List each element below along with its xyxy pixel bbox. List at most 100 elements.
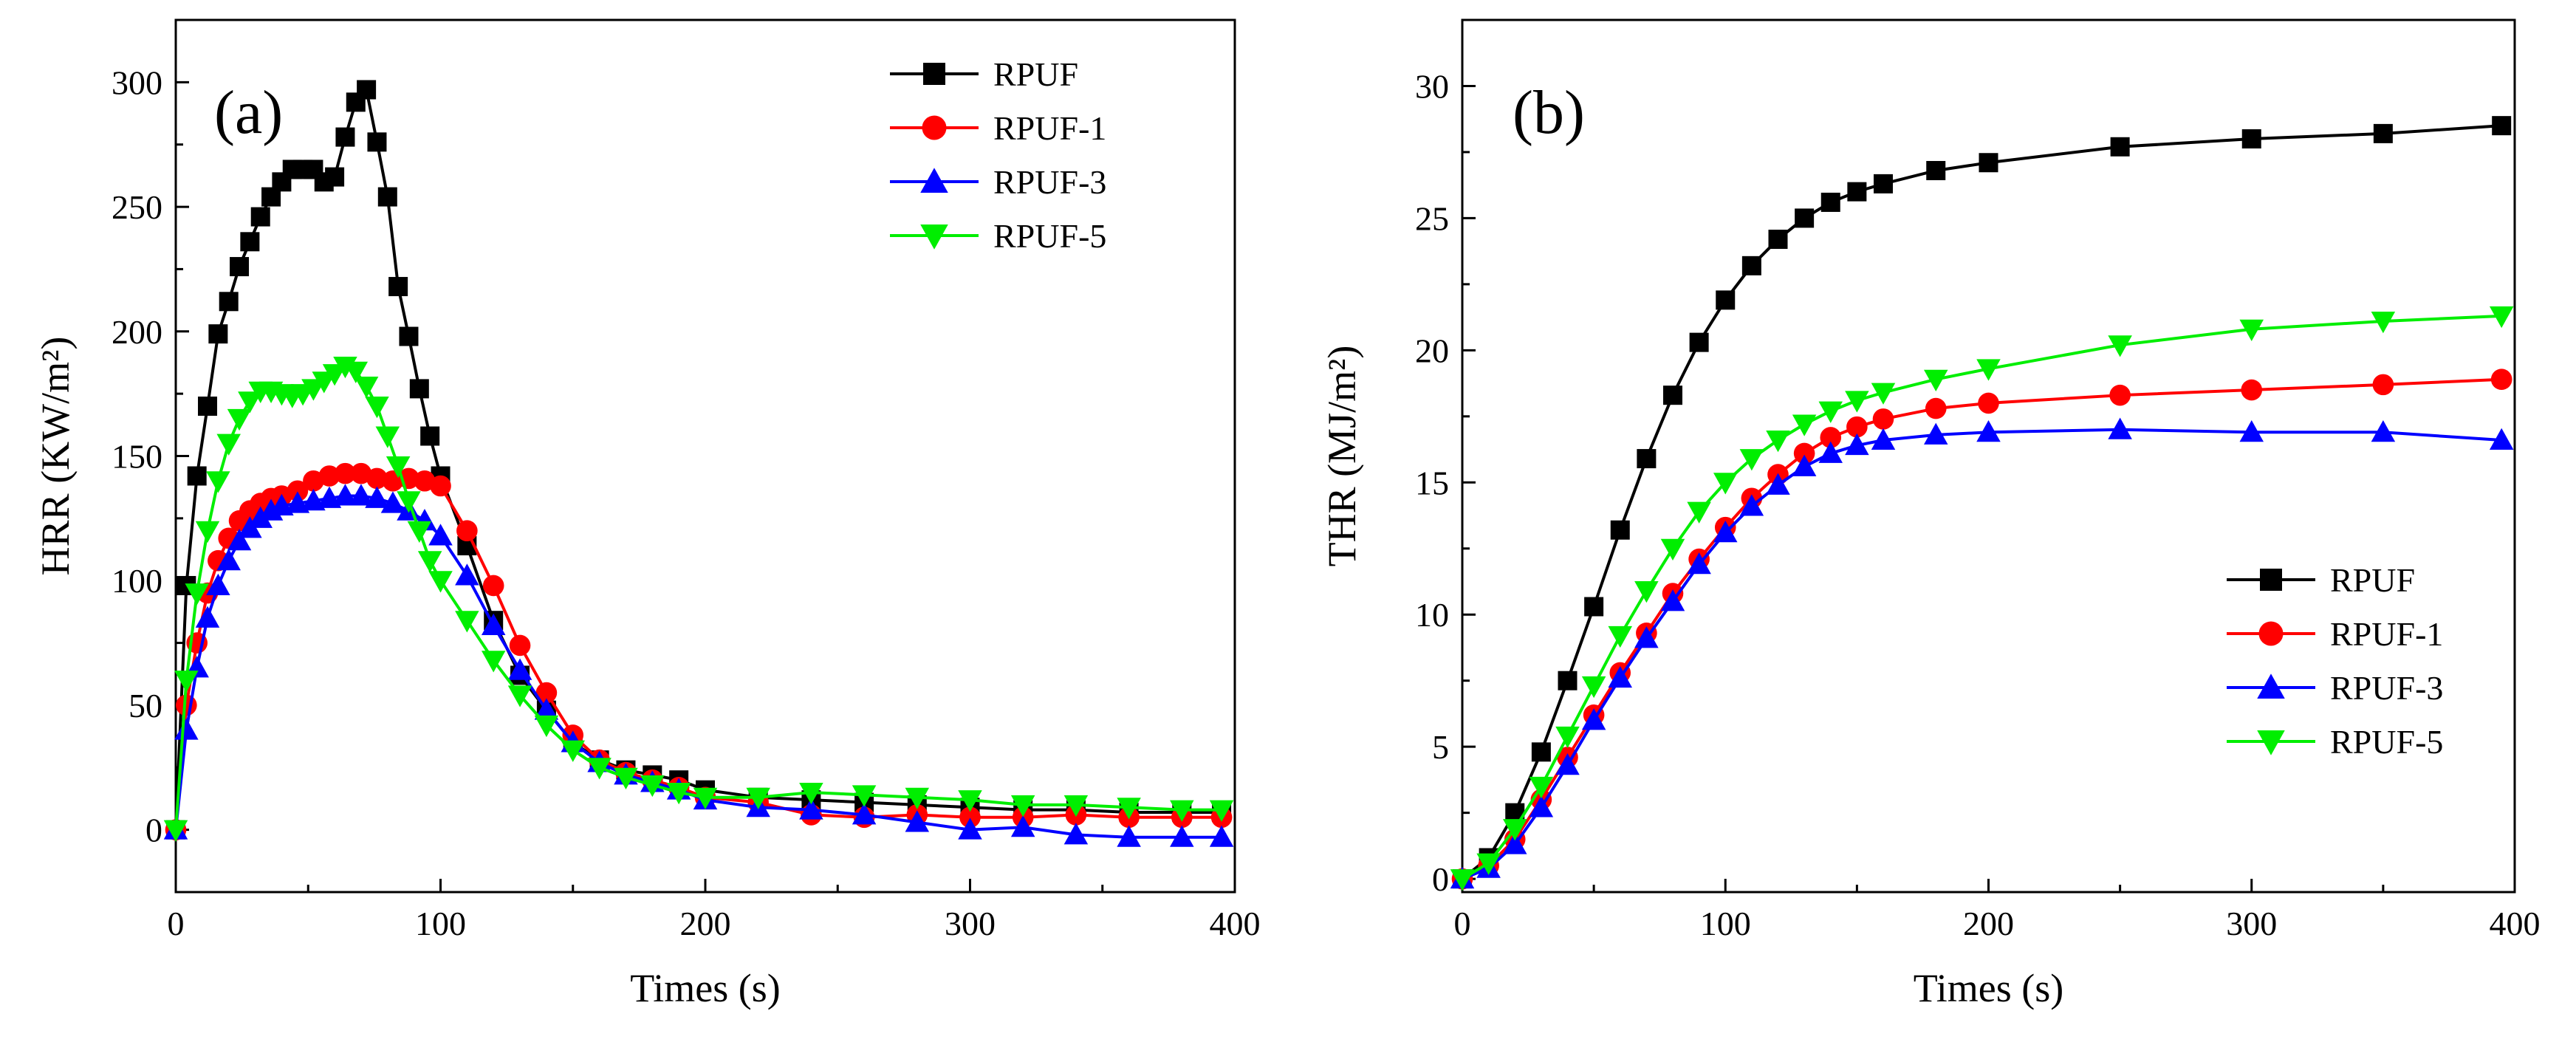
data-point-rpuf-5 <box>666 783 691 805</box>
data-point-rpuf-3 <box>380 491 405 513</box>
data-point-rpuf-5 <box>1529 776 1554 799</box>
y-axis-title: THR (MJ/m²) <box>1320 346 1364 567</box>
series-rpuf-3 <box>163 484 1234 847</box>
data-point-rpuf-5 <box>958 790 982 812</box>
data-point-rpuf-3 <box>1739 494 1764 516</box>
x-tick-label: 400 <box>2490 905 2541 942</box>
data-point-rpuf-1 <box>1820 427 1842 448</box>
x-tick-label: 300 <box>2226 905 2277 942</box>
data-point-rpuf-5 <box>1845 391 1869 413</box>
y-tick-label: 200 <box>112 313 162 351</box>
data-point-rpuf <box>357 80 377 100</box>
data-point-rpuf-5 <box>185 583 209 606</box>
data-point-rpuf <box>335 127 355 147</box>
legend-marker-rpuf <box>923 63 945 85</box>
data-point-rpuf-5 <box>2239 319 2264 341</box>
panel-label: (a) <box>214 78 283 147</box>
data-point-rpuf-5 <box>614 767 638 790</box>
x-tick-label: 100 <box>415 905 466 942</box>
data-point-rpuf <box>1584 597 1604 617</box>
data-point-rpuf <box>377 187 397 207</box>
data-point-rpuf-5 <box>1450 869 1475 891</box>
data-point-rpuf-3 <box>1818 441 1843 463</box>
data-point-rpuf-3 <box>481 613 506 635</box>
data-point-rpuf-5 <box>1503 819 1527 841</box>
x-tick-label: 200 <box>1963 905 2014 942</box>
x-axis-title: Times (s) <box>630 966 781 1010</box>
series-line-rpuf-1 <box>174 472 1222 830</box>
data-point-rpuf <box>2492 116 2512 136</box>
data-point-rpuf <box>2110 137 2130 157</box>
y-tick-label: 5 <box>1432 728 1449 766</box>
data-point-rpuf-3 <box>507 658 532 680</box>
data-point-rpuf <box>1847 182 1867 202</box>
data-point-rpuf-3 <box>1010 815 1035 837</box>
data-point-rpuf-3 <box>958 818 982 840</box>
data-point-rpuf-1 <box>1978 392 1999 414</box>
data-point-rpuf-3 <box>1063 823 1089 845</box>
data-point-rpuf-5 <box>1476 853 1501 875</box>
data-point-rpuf-5 <box>1924 369 1948 391</box>
data-point-rpuf-3 <box>455 563 479 586</box>
data-point-rpuf-5 <box>238 391 262 414</box>
data-point-rpuf-5 <box>2371 311 2396 334</box>
data-point-rpuf-5 <box>455 611 479 633</box>
data-point-rpuf-5 <box>1766 431 1790 453</box>
data-point-rpuf-3 <box>2489 428 2514 450</box>
data-point-rpuf-1 <box>535 682 558 704</box>
data-point-rpuf-5 <box>587 758 612 780</box>
y-tick-label: 300 <box>112 64 162 101</box>
legend-marker-rpuf-1 <box>922 115 947 140</box>
data-point-rpuf-1 <box>2490 369 2512 391</box>
legend: RPUF RPUF-1 RPUF-3 RPUF-5 <box>2227 561 2443 761</box>
data-point-rpuf-5 <box>354 377 379 399</box>
data-point-rpuf-3 <box>248 506 273 528</box>
data-point-rpuf-3 <box>1608 665 1632 688</box>
data-point-rpuf-5 <box>163 820 188 842</box>
data-point-rpuf-3 <box>1581 708 1606 730</box>
data-point-rpuf-1 <box>2372 374 2394 396</box>
data-point-rpuf <box>1820 192 1840 212</box>
data-point-rpuf-5 <box>216 433 241 456</box>
data-point-rpuf <box>1979 153 1998 173</box>
data-point-rpuf <box>1874 174 1893 193</box>
panel-b: 0 100 200 300 400 0 5 10 15 20 25 30 Times (s) THR (M… <box>1320 18 2541 1010</box>
data-point-rpuf <box>1795 208 1815 228</box>
data-point-rpuf-5 <box>2108 335 2132 357</box>
data-point-rpuf-5 <box>397 491 421 513</box>
data-point-rpuf-1 <box>959 806 981 829</box>
data-point-rpuf-3 <box>227 528 252 551</box>
data-point-rpuf <box>399 326 419 346</box>
legend: RPUF RPUF-1 RPUF-3 RPUF-5 <box>890 55 1106 255</box>
y-tick-label: 20 <box>1415 332 1449 369</box>
series-rpuf-3 <box>1450 417 2514 889</box>
data-point-rpuf-3 <box>1687 552 1711 575</box>
data-point-rpuf-5 <box>407 521 432 543</box>
y-tick-label: 0 <box>1432 860 1449 898</box>
data-point-rpuf-5 <box>206 471 230 493</box>
data-point-rpuf <box>388 277 408 297</box>
y-tick-label: 250 <box>112 188 162 226</box>
data-point-rpuf-5 <box>852 785 877 807</box>
data-point-rpuf-3 <box>333 484 357 506</box>
data-point-rpuf-3 <box>905 810 930 832</box>
data-point-rpuf-5 <box>507 685 532 707</box>
data-point-rpuf-3 <box>1660 589 1685 611</box>
series-line-rpuf <box>174 86 1222 830</box>
data-point-rpuf-3 <box>428 524 453 546</box>
data-point-rpuf-3 <box>1209 825 1234 847</box>
data-point-rpuf <box>1558 671 1578 690</box>
legend-marker-rpuf-3 <box>920 168 948 193</box>
data-point-rpuf <box>1663 385 1682 405</box>
data-point-rpuf-1 <box>1872 408 1894 430</box>
panel-a: 0 100 200 300 400 0 50 100 150 200 250 300 Times (s)… <box>33 18 1261 1010</box>
plot-frame <box>174 18 1236 894</box>
x-tick-label: 400 <box>1210 905 1261 942</box>
data-point-rpuf <box>1689 332 1709 352</box>
data-point-rpuf <box>2373 123 2393 143</box>
x-tick-label: 0 <box>1454 905 1471 942</box>
data-point-rpuf <box>230 257 250 277</box>
data-point-rpuf-3 <box>1845 433 1869 456</box>
y-tick-label: 10 <box>1415 596 1449 634</box>
